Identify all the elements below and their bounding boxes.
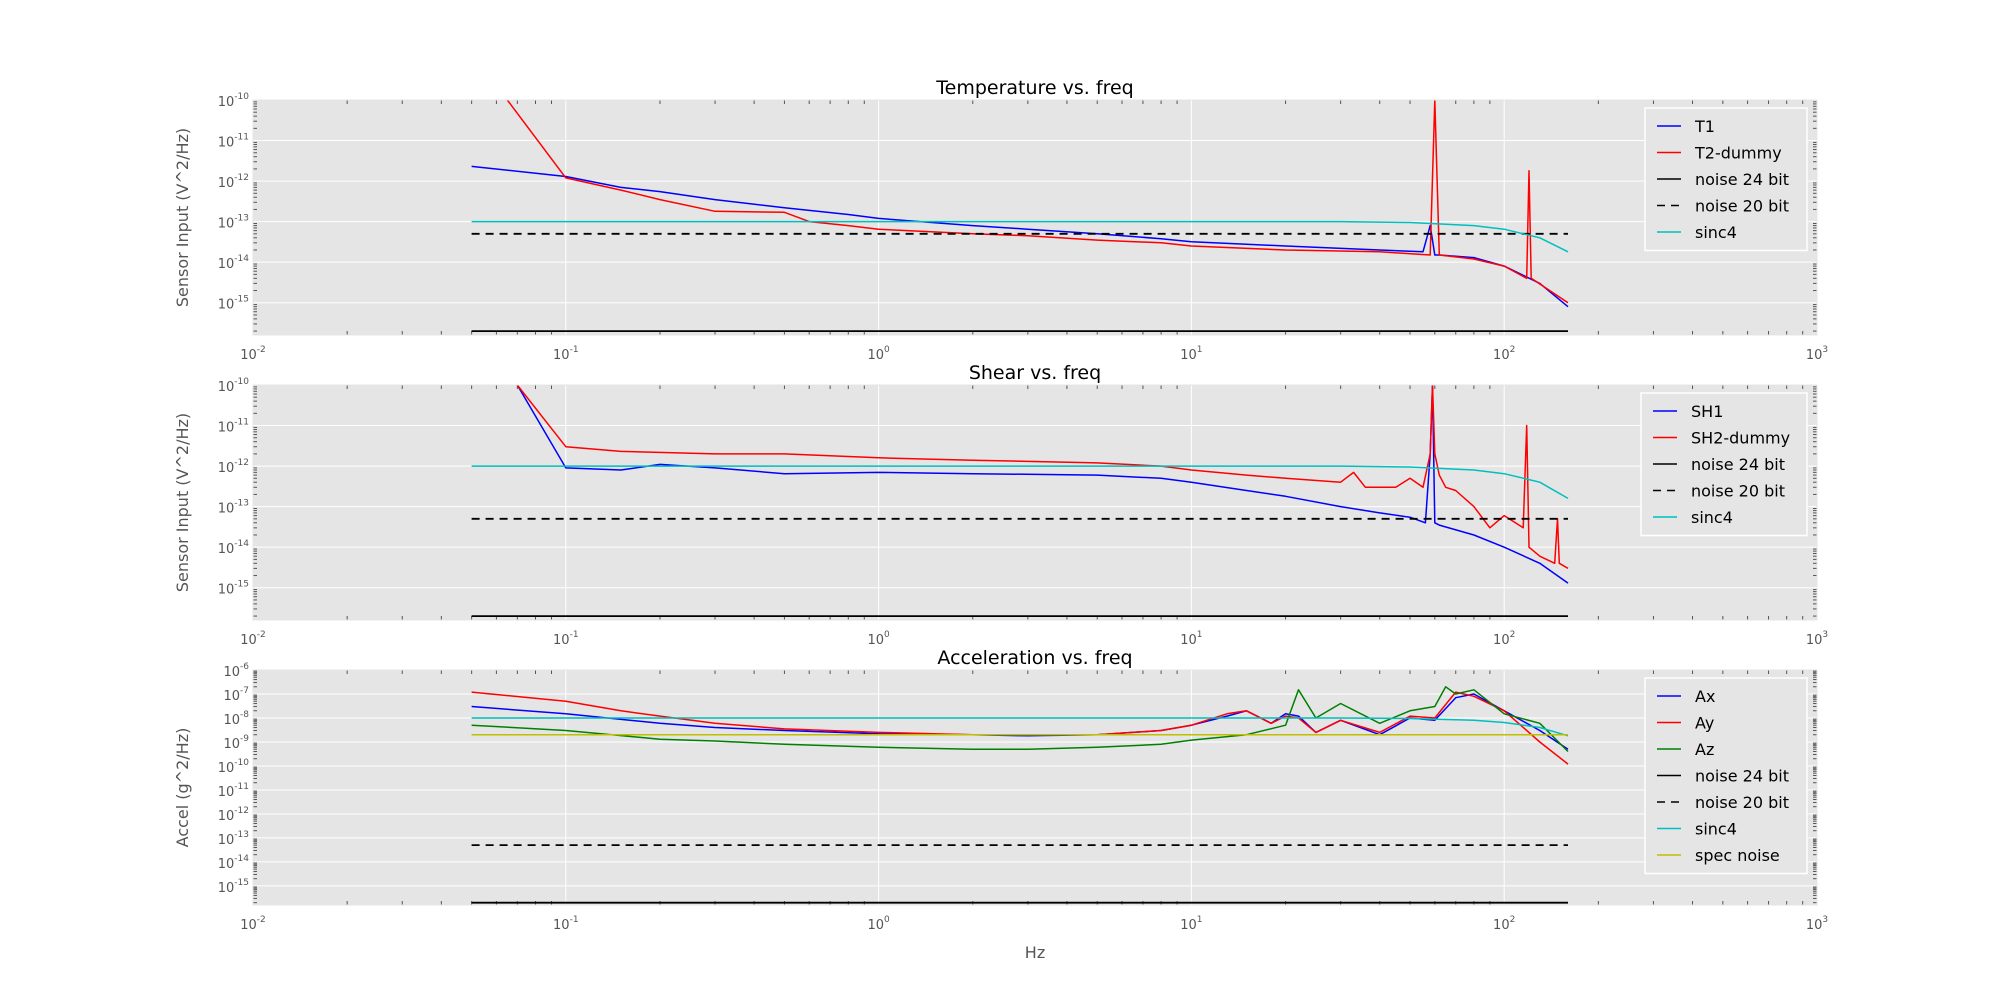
y-tick-label: 10-10 (218, 92, 250, 110)
legend-label-noise-24-bit: noise 24 bit (1695, 170, 1789, 189)
y-axis-label: Sensor Input (V^2/Hz) (173, 413, 192, 592)
y-tick-label: 10-11 (218, 133, 249, 151)
chart-title: Temperature vs. freq (935, 77, 1133, 99)
x-tick-label: 100 (867, 915, 890, 933)
legend: T1 T2-dummy noise 24 bit noise 20 bit sinc4 (1644, 107, 1808, 252)
acceleration-panel: 10-2 10-1 100 101 102 103 10-15 10-14 10-13 10-12… (173, 647, 1828, 962)
x-tick-label: 101 (1180, 630, 1202, 648)
chart-title: Shear vs. freq (969, 362, 1101, 384)
legend: Ax Ay Az noise 24 bit noise 20 bit sinc4 spec … (1644, 677, 1808, 875)
y-tick-label: 10-10 (218, 377, 250, 395)
plot-area (253, 385, 1817, 620)
y-axis-label: Sensor Input (V^2/Hz) (173, 128, 192, 307)
legend-label-ay: Ay (1695, 714, 1714, 733)
series-group (471, 385, 1569, 617)
axes-frame (252, 384, 1818, 621)
x-tick-label: 10-2 (240, 345, 266, 363)
x-tick-labels: 10-2 10-1 100 101 102 103 (240, 630, 1828, 648)
series-t2-dummy (506, 100, 1569, 304)
y-tick-label: 10-14 (218, 254, 250, 272)
legend-label-noise-24-bit: noise 24 bit (1695, 767, 1789, 786)
y-tick-label: 10-11 (218, 782, 249, 800)
legend-label-noise-20-bit: noise 20 bit (1695, 197, 1789, 216)
x-tick-labels: 10-2 10-1 100 101 102 103 (240, 345, 1828, 363)
y-tick-label: 10-10 (218, 758, 250, 776)
y-tick-label: 10-14 (218, 854, 250, 872)
x-tick-label: 101 (1180, 915, 1202, 933)
x-tick-label: 10-1 (553, 915, 579, 933)
y-tick-label: 10-15 (218, 580, 249, 598)
y-tick-label: 10-11 (218, 418, 249, 436)
y-tick-label: 10-8 (223, 710, 249, 728)
legend-label-t2-dummy: T2-dummy (1694, 144, 1782, 163)
y-tick-labels: 10-15 10-14 10-13 10-12 10-11 10-10 10-9 10-8 10… (218, 662, 250, 896)
y-tick-label: 10-12 (218, 173, 249, 191)
x-tick-label: 102 (1493, 345, 1515, 363)
y-tick-label: 10-13 (218, 830, 249, 848)
plot-area (253, 670, 1817, 905)
x-tick-label: 102 (1493, 915, 1515, 933)
series-ay (471, 691, 1569, 765)
y-tick-label: 10-7 (223, 686, 249, 704)
series-sinc4 (471, 220, 1569, 253)
series-az (471, 686, 1569, 753)
legend-label-noise-24-bit: noise 24 bit (1691, 455, 1785, 474)
shear-panel: 10-2 10-1 100 101 102 103 10-15 10-14 10-13 10-12… (173, 362, 1828, 648)
legend-label-t1: T1 (1694, 117, 1715, 136)
x-tick-label: 10-2 (240, 630, 266, 648)
plot-area (253, 100, 1817, 335)
series-sinc4 (471, 717, 1569, 737)
legend-label-ax: Ax (1695, 687, 1715, 706)
axes-frame (252, 99, 1818, 336)
chart-title: Acceleration vs. freq (937, 647, 1132, 669)
legend-label-sinc4: sinc4 (1695, 223, 1737, 242)
y-tick-label: 10-12 (218, 458, 249, 476)
series-sh2-dummy (516, 385, 1569, 570)
series-sh1 (516, 385, 1569, 584)
x-tick-label: 100 (867, 630, 890, 648)
y-tick-label: 10-12 (218, 806, 249, 824)
legend-label-spec-noise: spec noise (1695, 846, 1780, 865)
x-tick-label: 10-1 (553, 630, 579, 648)
series-group (471, 686, 1569, 904)
x-tick-label: 100 (867, 345, 890, 363)
minor-ticks (253, 385, 1817, 620)
legend-label-sinc4: sinc4 (1695, 820, 1737, 839)
legend-label-sh2-dummy: SH2-dummy (1691, 429, 1790, 448)
x-tick-label: 103 (1806, 630, 1828, 648)
legend-label-sinc4: sinc4 (1691, 508, 1733, 527)
y-tick-label: 10-14 (218, 539, 250, 557)
series-group (471, 100, 1569, 333)
y-tick-label: 10-9 (223, 734, 249, 752)
y-axis-label: Accel (g^2/Hz) (173, 728, 192, 848)
legend-label-sh1: SH1 (1691, 402, 1723, 421)
legend-label-noise-20-bit: noise 20 bit (1695, 793, 1789, 812)
y-tick-label: 10-13 (218, 214, 249, 232)
x-axis-label: Hz (1025, 943, 1045, 962)
x-tick-label: 103 (1806, 915, 1828, 933)
legend: SH1 SH2-dummy noise 24 bit noise 20 bit sinc… (1640, 392, 1808, 537)
y-tick-label: 10-13 (218, 499, 249, 517)
legend-label-noise-20-bit: noise 20 bit (1691, 482, 1785, 501)
x-tick-label: 10-1 (553, 345, 579, 363)
x-tick-label: 103 (1806, 345, 1828, 363)
x-tick-label: 101 (1180, 345, 1202, 363)
y-tick-label: 10-15 (218, 295, 249, 313)
y-tick-labels: 10-15 10-14 10-13 10-12 10-11 10-10 (218, 377, 250, 598)
temperature-panel: 10-2 10-1 100 101 102 103 10-15 10-14 10-13 10-12… (173, 77, 1828, 363)
y-tick-labels: 10-15 10-14 10-13 10-12 10-11 10-10 (218, 92, 250, 313)
y-tick-label: 10-15 (218, 878, 249, 896)
legend-label-az: Az (1695, 740, 1714, 759)
x-tick-labels: 10-2 10-1 100 101 102 103 (240, 915, 1828, 933)
x-tick-label: 10-2 (240, 915, 266, 933)
y-tick-label: 10-6 (223, 662, 249, 680)
x-tick-label: 102 (1493, 630, 1515, 648)
axes-frame (252, 669, 1818, 906)
series-sinc4 (471, 465, 1569, 500)
